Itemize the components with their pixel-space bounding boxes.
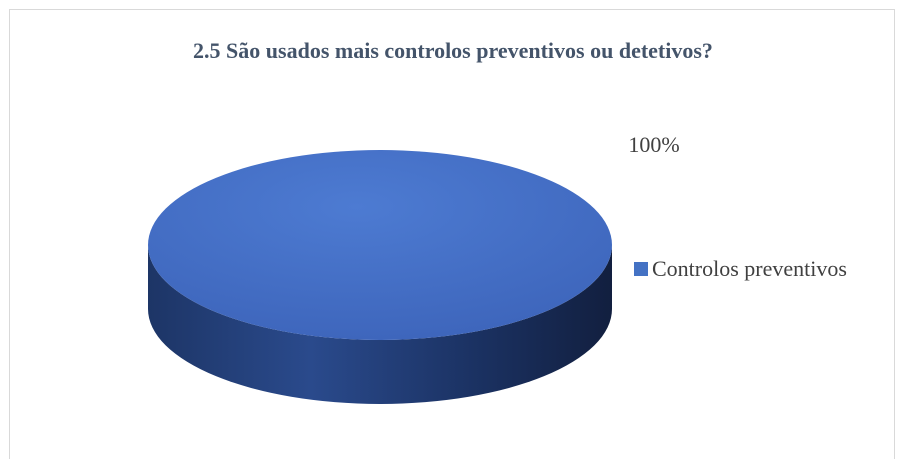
chart-area: 2.5 São usados mais controlos preventivo… xyxy=(9,9,895,459)
pie-slice-side xyxy=(148,245,612,404)
legend: Controlos preventivos xyxy=(634,256,847,282)
legend-swatch xyxy=(634,262,648,276)
legend-label: Controlos preventivos xyxy=(652,256,847,281)
data-label: 100% xyxy=(628,132,679,157)
pie-slice-top xyxy=(148,150,612,340)
chart-title: 2.5 São usados mais controlos preventivo… xyxy=(193,38,713,63)
pie-chart-plot: 100% xyxy=(148,132,680,404)
